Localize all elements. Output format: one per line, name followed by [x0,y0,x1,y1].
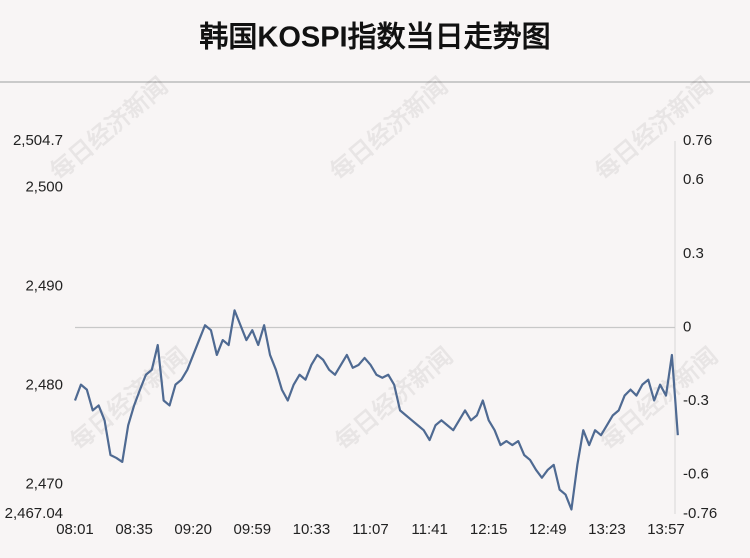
x-tick-label: 12:15 [470,521,508,538]
x-tick-label: 13:23 [588,521,626,538]
y-tick-label: 2,500 [25,179,63,196]
y-tick-label: 2,467.04 [5,505,63,522]
x-tick-label: 11:41 [411,521,447,538]
y-tick-label: 2,490 [25,278,63,295]
x-tick-label: 08:35 [115,521,153,538]
price-line [73,309,679,511]
y-tick-label: 2,504.7 [13,132,63,149]
x-tick-label: 08:01 [56,521,94,538]
y2-tick-label: 0 [683,318,691,335]
x-tick-label: 10:33 [293,521,331,538]
x-tick-label: 09:20 [174,521,212,538]
x-tick-label: 11:07 [352,521,388,538]
y2-tick-label: 0.76 [683,132,712,149]
y-tick-label: 2,470 [25,476,63,493]
y2-tick-label: -0.6 [683,466,709,483]
chart-title: 韩国KOSPI指数当日走势图 [199,21,550,54]
y2-tick-label: -0.76 [683,505,717,522]
y2-tick-label: 0.6 [683,171,704,188]
x-tick-label: 12:49 [529,521,567,538]
x-tick-label: 13:57 [647,521,685,538]
y-tick-label: 2,480 [25,377,63,394]
y2-tick-label: -0.3 [683,392,709,409]
x-tick-label: 09:59 [234,521,272,538]
y2-tick-label: 0.3 [683,245,704,262]
